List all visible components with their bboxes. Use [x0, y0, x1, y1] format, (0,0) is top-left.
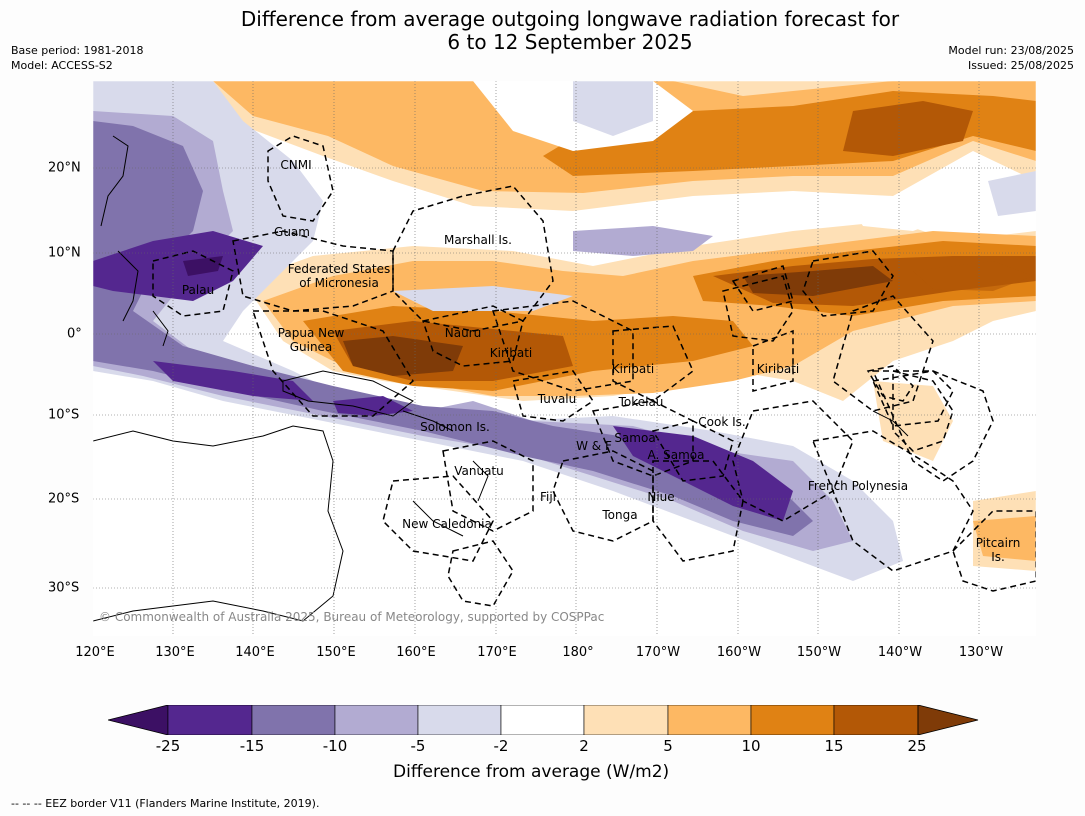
region-label: Federated States of Micronesia	[288, 262, 390, 290]
region-label-line: Federated States	[288, 262, 390, 276]
issued-date: Issued: 25/08/2025	[967, 59, 1074, 72]
anomaly-field	[93, 81, 1036, 581]
region-label: New Caledonia	[402, 517, 492, 531]
region-label: Cook Is.	[698, 415, 745, 429]
colorbar-label: Difference from average (W/m2)	[393, 762, 670, 782]
model-run: Model run: 23/08/2025	[948, 44, 1074, 57]
region-label: Nauru	[445, 326, 481, 340]
region-label: Palau	[182, 283, 214, 297]
region-label-line: Is.	[991, 550, 1005, 564]
title-line-1: Difference from average outgoing longwav…	[240, 7, 900, 31]
x-tick: 120°E	[75, 645, 115, 660]
eez-borders	[152, 135, 1036, 607]
region-label: Kiribati	[757, 362, 799, 376]
colorbar-tick: 5	[663, 737, 673, 755]
x-tick: 180°	[562, 645, 594, 660]
y-tick: 0°	[67, 326, 82, 342]
colorbar-bin	[750, 705, 835, 735]
region-label-line: Pitcairn	[976, 536, 1021, 550]
anomaly-map: CNMI Guam Marshall Is. Federated States o…	[93, 81, 1036, 636]
x-tick: 160°E	[396, 645, 436, 660]
colorbar-bin	[500, 705, 585, 735]
colorbar-tick: 2	[579, 737, 589, 755]
region-label: Marshall Is.	[444, 233, 512, 247]
coastlines	[93, 135, 909, 622]
region-label: Niue	[647, 490, 674, 504]
y-tick: 30°S	[48, 580, 80, 596]
region-label: W & F	[576, 439, 612, 453]
meta-left: Base period: 1981-2018 Model: ACCESS-S2	[11, 43, 143, 73]
region-label: Tonga	[601, 508, 637, 522]
region-label: French Polynesia	[808, 479, 908, 493]
colorbar-tick: 15	[824, 737, 844, 755]
region-label: Solomon Is.	[420, 420, 490, 434]
x-tick: 140°W	[877, 645, 923, 660]
x-tick: 150°W	[796, 645, 842, 660]
region-label: Fiji	[540, 490, 556, 504]
colorbar-bin	[334, 705, 419, 735]
colorbar	[108, 705, 979, 735]
copyright-notice: © Commonwealth of Australia 2025, Bureau…	[99, 610, 604, 624]
chart-title: Difference from average outgoing longwav…	[0, 8, 1085, 54]
graticule	[93, 81, 1036, 636]
y-tick: 10°S	[48, 407, 80, 423]
region-label: Kiribati	[612, 362, 654, 376]
model-name: Model: ACCESS-S2	[11, 59, 113, 72]
x-tick: 130°W	[958, 645, 1004, 660]
colorbar-bin	[583, 705, 669, 735]
x-tick: 170°W	[635, 645, 681, 660]
colorbar-tick: 10	[741, 737, 761, 755]
x-tick: 160°W	[716, 645, 762, 660]
title-line-2: 6 to 12 September 2025	[447, 30, 693, 54]
footer-note: -- -- -- EEZ border V11 (Flanders Marine…	[11, 797, 320, 810]
colorbar-tick: -15	[239, 737, 265, 755]
region-label: Guam	[274, 225, 310, 239]
colorbar-tick: -2	[493, 737, 509, 755]
colorbar-extend-low	[108, 705, 169, 735]
region-labels: CNMI Guam Marshall Is. Federated States o…	[182, 158, 1020, 564]
region-label: CNMI	[280, 158, 311, 172]
region-label-line: Papua New	[278, 326, 345, 340]
region-label-line: of Micronesia	[299, 276, 379, 290]
colorbar-bin	[833, 705, 919, 735]
colorbar-tick: -10	[322, 737, 348, 755]
y-tick: 20°N	[48, 160, 81, 176]
region-label: Tokelau	[618, 395, 664, 409]
colorbar-bin	[417, 705, 502, 735]
region-label: A. Samoa	[648, 448, 705, 462]
region-label: Papua New Guinea	[278, 326, 345, 354]
colorbar-bin	[167, 705, 253, 735]
y-tick: 10°N	[48, 245, 81, 261]
base-period: Base period: 1981-2018	[11, 44, 144, 57]
region-label: Vanuatu	[454, 464, 504, 478]
y-tick: 20°S	[48, 491, 80, 507]
colorbar-tick: 25	[907, 737, 927, 755]
colorbar-bin	[251, 705, 336, 735]
x-tick: 170°E	[477, 645, 517, 660]
region-label: Tuvalu	[537, 392, 577, 406]
colorbar-bin	[667, 705, 752, 735]
x-tick: 140°E	[235, 645, 275, 660]
colorbar-extend-high	[917, 705, 979, 735]
region-label-line: Guinea	[290, 340, 333, 354]
x-tick: 150°E	[316, 645, 356, 660]
region-label: Samoa	[614, 431, 655, 445]
region-label: Kiribati	[490, 346, 532, 360]
colorbar-tick: -5	[410, 737, 426, 755]
region-label: Pitcairn Is.	[976, 536, 1021, 564]
colorbar-tick: -25	[155, 737, 181, 755]
x-tick: 130°E	[155, 645, 195, 660]
meta-right: Model run: 23/08/2025 Issued: 25/08/2025	[948, 43, 1074, 73]
